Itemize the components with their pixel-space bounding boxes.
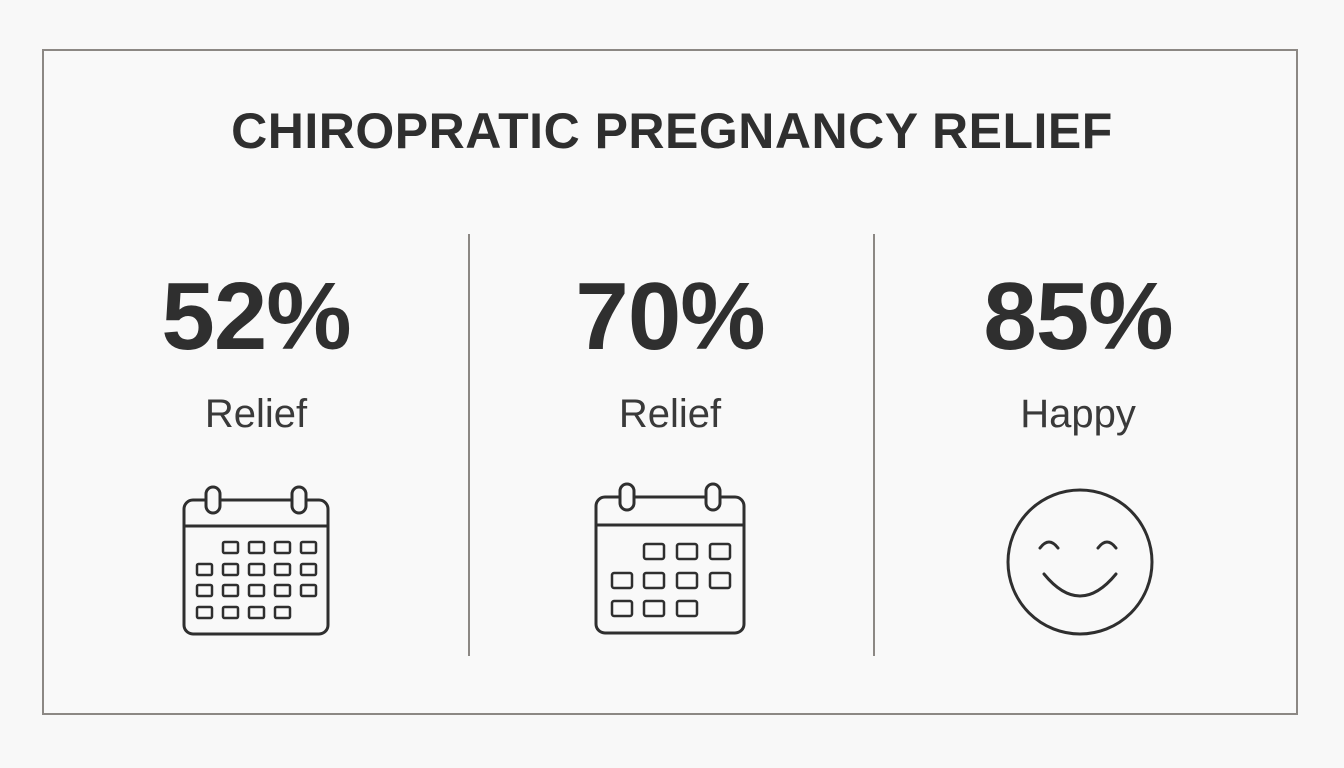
stat-value-2: 70% [575,263,765,370]
stat-label-3: Happy [1020,392,1136,436]
stat-label-2: Relief [618,392,722,436]
calendar-icon [594,482,746,635]
stat-column-1: 52% Relief [96,262,416,439]
infographic-frame [42,49,1298,715]
stat-value-1: 52% [161,263,351,370]
column-divider-left [468,234,470,656]
infographic-title: CHIROPRATIC PREGNANCY RELIEF [231,103,1113,159]
stat-value-3: 85% [983,263,1173,370]
stat-column-3: 85% Happy [918,262,1238,439]
stat-label-1: Relief [204,392,308,436]
column-divider-right [873,234,875,656]
stat-column-2: 70% Relief [510,262,830,439]
smiley-face-icon [1006,488,1154,636]
calendar-icon [182,485,330,636]
